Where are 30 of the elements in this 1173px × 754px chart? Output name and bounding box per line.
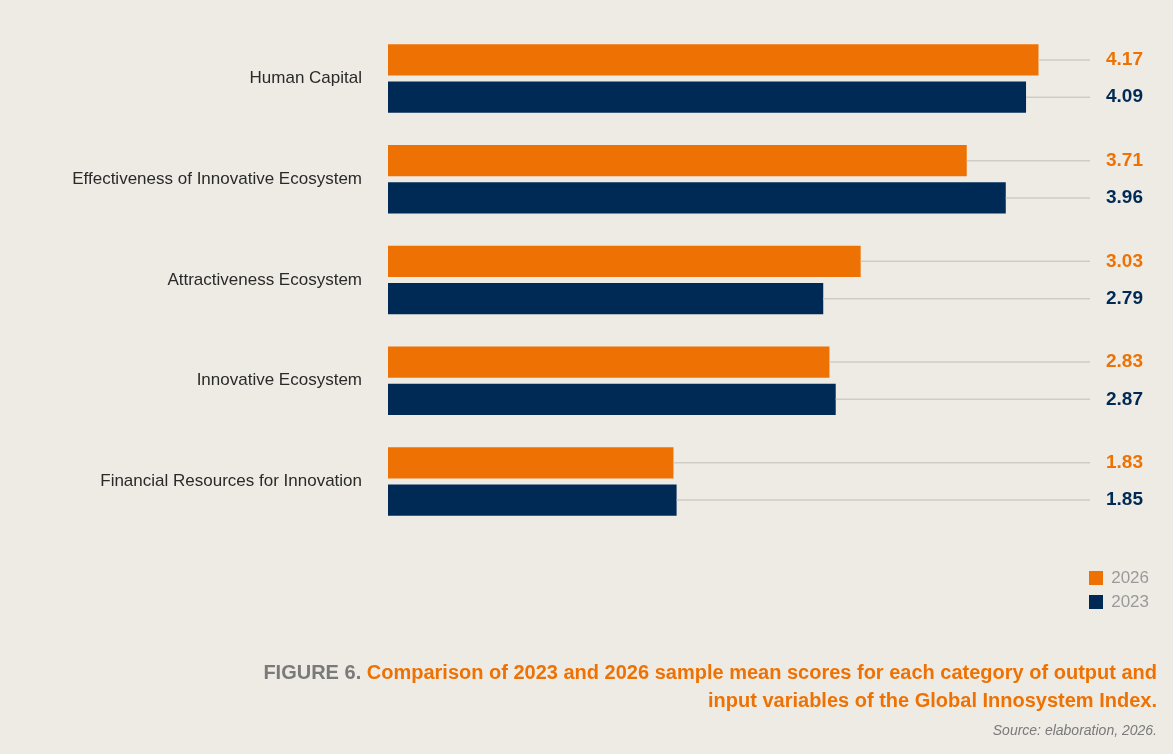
bar <box>388 346 830 378</box>
data-label: 3.03 <box>1106 249 1143 271</box>
y-tick-label: Attractiveness Ecosystem <box>167 269 362 289</box>
legend-label: 2023 <box>1111 592 1149 612</box>
bar <box>388 282 824 315</box>
source-note: Source: elaboration, 2026. <box>992 722 1157 738</box>
y-tick-label: Financial Resources for Innovation <box>100 471 362 491</box>
data-label: 4.09 <box>1106 85 1143 107</box>
data-label: 1.83 <box>1106 451 1143 473</box>
data-label: 3.96 <box>1106 186 1143 208</box>
data-label: 2.79 <box>1106 286 1143 308</box>
bar <box>388 383 836 416</box>
legend-label: 2026 <box>1111 568 1149 588</box>
bar <box>388 44 1039 76</box>
bar <box>388 182 1006 214</box>
y-tick-label: Effectiveness of Innovative Ecosystem <box>72 168 362 188</box>
bar <box>388 245 861 278</box>
bar <box>388 484 677 516</box>
data-label: 3.71 <box>1106 148 1144 170</box>
y-tick-label: Human Capital <box>249 68 362 88</box>
data-label: 1.85 <box>1106 488 1144 510</box>
bar <box>388 81 1027 113</box>
data-label: 2.83 <box>1106 350 1143 372</box>
bar <box>388 145 967 177</box>
text: Comparison of 2023 and 2026 sample mean scores for each category of output and input variables of the Global Innosystem Index. <box>366 661 1157 711</box>
y-tick-label: Innovative Ecosystem <box>196 370 362 390</box>
data-label: 4.17 <box>1106 48 1143 70</box>
bar <box>388 447 674 479</box>
text: FIGURE 6. <box>263 661 363 683</box>
data-label: 2.87 <box>1106 387 1143 409</box>
